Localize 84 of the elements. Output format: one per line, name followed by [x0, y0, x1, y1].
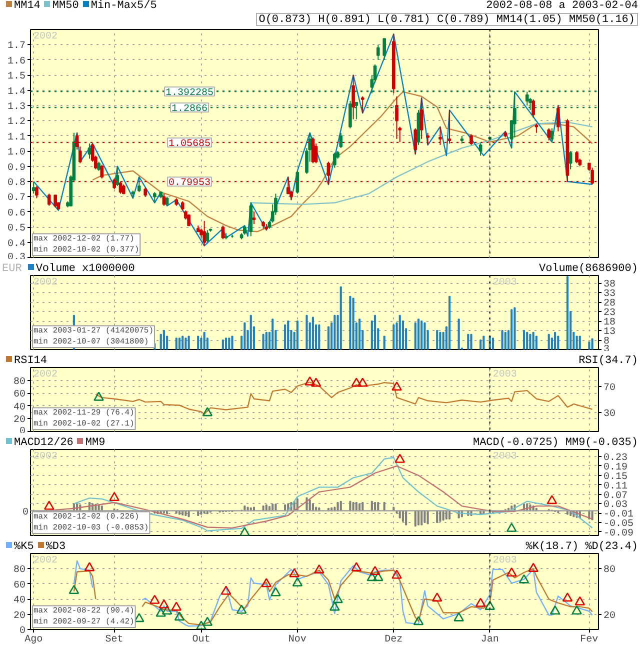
y2-tick-label: 30 — [604, 408, 616, 420]
y-tick-label: 0.4 — [7, 238, 26, 250]
annotation: min 2002-10-02 (0.377) — [34, 246, 140, 254]
y2-tick-label: 20 — [604, 610, 616, 622]
annotation: max 2002-12-02 (0.226) — [34, 512, 140, 522]
ref-line-label: 1.2866 — [172, 104, 208, 116]
y-tick-label: 1.5 — [7, 72, 26, 83]
y-tick-label: 0.5 — [7, 224, 26, 235]
text: MACD(-0.0725) MM9(-0.035) — [472, 437, 638, 450]
annotation: 2002 — [34, 452, 58, 462]
x-tick-label: Ago — [24, 634, 43, 646]
text: Volume(8686900) — [538, 263, 638, 276]
y-tick-label: 1.7 — [7, 41, 26, 52]
y2-tick-label: 80 — [604, 565, 616, 576]
y2-tick-label: 0.11 — [604, 481, 628, 492]
ref-line-label: 0.79953 — [168, 178, 211, 190]
y-tick-label: 0 — [20, 626, 26, 637]
y-tick-label: 1.4 — [7, 86, 26, 98]
y-tick-label: 60 — [14, 580, 26, 592]
annotation: 2002 — [34, 556, 58, 566]
y-tick-label: 1.2 — [7, 117, 26, 128]
y-tick-label: 1.3 — [7, 102, 26, 113]
legend-label: %D3 — [46, 541, 66, 553]
annotation: max 2002-08-22 (90.4) — [34, 606, 134, 616]
annotation: 2002 — [34, 370, 58, 380]
annotation: max 2002-11-29 (76.4) — [34, 408, 134, 418]
y-tick-label: 40 — [14, 402, 26, 414]
ref-line-label: 1.392285 — [166, 88, 214, 99]
y2-tick-label: 0.07 — [604, 490, 628, 502]
y-tick-label: 20 — [14, 415, 26, 426]
x-tick-label: Fev — [580, 634, 598, 646]
text: EUR — [2, 263, 22, 275]
legend-label: MM50 — [52, 0, 79, 12]
y-tick-label: 40 — [14, 596, 26, 607]
y-tick-label: 0.6 — [7, 208, 26, 220]
y-tick-label: 80 — [14, 376, 26, 388]
text: %K(18.7) %D(23.4) — [526, 541, 638, 554]
legend-label: %K5 — [14, 541, 34, 553]
y2-tick-label: -0.05 — [604, 519, 634, 530]
annotation: max 2002-12-02 (1.77) — [34, 234, 134, 244]
annotation: min 2002-10-03 (-0.0853) — [34, 524, 149, 532]
y-tick-label: 80 — [14, 565, 26, 576]
y2-tick-label: 70 — [604, 383, 616, 394]
legend-label: MACD12/26 — [14, 437, 74, 449]
y-tick-label: 1.6 — [7, 56, 26, 68]
legend-label: Min-Max5/5 — [90, 0, 157, 12]
y2-tick-label: 0.03 — [604, 500, 628, 512]
annotation: max 2003-01-27 (41420075) — [34, 326, 154, 336]
legend-label: MM14 — [14, 0, 40, 12]
y-tick-label: 0.7 — [7, 193, 26, 204]
text: O(0.873) H(0.891) L(0.781) C(0.789) MM14(1.05) MM50(1.16) — [256, 13, 638, 26]
ref-line-label: 1.05685 — [168, 138, 211, 150]
y2-tick-label: 33 — [604, 289, 616, 300]
ref-line-label: 2003 — [492, 370, 517, 380]
y2-tick-label: 38 — [604, 280, 616, 291]
y-tick-label: 20 — [14, 610, 26, 622]
ref-line-label: 2003 — [492, 278, 517, 288]
annotation: min 2002-09-27 (4.42) — [34, 618, 134, 626]
y2-tick-label: -0.09 — [604, 528, 634, 540]
x-tick-label: Jan — [480, 634, 499, 646]
x-tick-label: Set — [105, 634, 124, 646]
y-tick-label: 1.1 — [7, 132, 26, 144]
chart-subtitle: 2002-08-08 a 2003-02-04 — [486, 0, 638, 13]
legend-label: MM9 — [85, 437, 106, 449]
x-tick-label: Out — [192, 634, 210, 646]
y-tick-label: 1.0 — [7, 148, 26, 159]
annotation: 2002 — [34, 32, 58, 42]
ref-line-label: 2003 — [492, 556, 517, 566]
y-tick-label: 0.9 — [7, 162, 26, 174]
y-tick-label: 60 — [14, 390, 26, 401]
ref-line-label: 2003 — [492, 452, 517, 462]
y2-tick-label: 13 — [604, 327, 616, 338]
annotation: 2002 — [34, 278, 58, 288]
text: RSI(34.7) — [578, 355, 638, 368]
x-tick-label: Nov — [288, 634, 306, 646]
x-tick-label: Dez — [384, 634, 403, 646]
legend-label: RSI14 — [13, 355, 48, 368]
y-tick-label: 0.8 — [7, 178, 26, 189]
y2-tick-label: 28 — [604, 298, 616, 310]
y2-tick-label: 0.19 — [604, 462, 628, 474]
annotation: min 2002-10-02 (27.1) — [34, 420, 134, 428]
annotation: min 2002-10-07 (3041800) — [34, 338, 149, 346]
y2-tick-label: 0.15 — [604, 472, 628, 483]
legend-label: Volume x1000000 — [36, 263, 135, 275]
